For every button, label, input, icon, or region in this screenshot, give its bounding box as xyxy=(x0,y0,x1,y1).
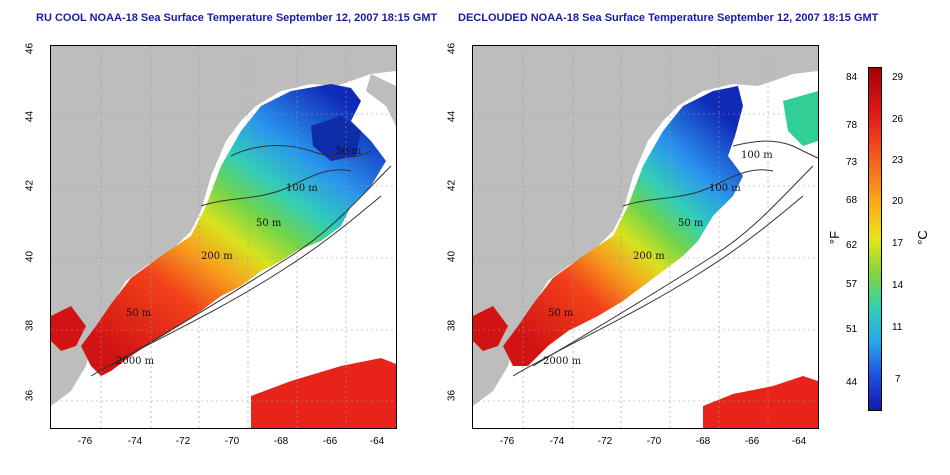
lon-tick: -64 xyxy=(369,436,385,447)
celsius-tick: 20 xyxy=(892,196,904,207)
contour-label: 200 m xyxy=(201,251,233,262)
lon-tick: -70 xyxy=(646,436,662,447)
contour-line xyxy=(110,165,392,367)
lon-tick: -76 xyxy=(499,436,515,447)
contour-line xyxy=(230,145,372,158)
lon-tick: -64 xyxy=(791,436,807,447)
lat-tick: 38 xyxy=(24,319,36,332)
cold-core xyxy=(311,116,361,161)
lon-tick: -66 xyxy=(744,436,760,447)
warm-patch-south xyxy=(251,358,396,428)
celsius-tick: 11 xyxy=(892,322,903,333)
lat-tick: 46 xyxy=(446,42,458,55)
celsius-tick: 26 xyxy=(892,114,904,125)
lat-tick: 40 xyxy=(446,250,458,263)
fahrenheit-tick: 51 xyxy=(846,324,858,335)
contour-label: 50 m xyxy=(678,218,704,229)
contour-line xyxy=(532,165,814,367)
celsius-tick: 7 xyxy=(895,374,901,385)
land-peninsula xyxy=(366,74,396,126)
warm-patch-south xyxy=(703,376,818,428)
grid-lines xyxy=(51,46,396,428)
contour-label: 50 m xyxy=(256,218,282,229)
contour-line xyxy=(732,140,818,159)
fahrenheit-tick: 84 xyxy=(846,72,858,83)
lon-tick: -72 xyxy=(175,436,191,447)
sst-map-raw: 50 m 100 m 50 m 200 m 50 m 2000 m xyxy=(50,45,397,429)
contour-line xyxy=(622,169,774,207)
lon-tick: -66 xyxy=(322,436,338,447)
lon-tick: -68 xyxy=(695,436,711,447)
lon-tick: -74 xyxy=(549,436,565,447)
fahrenheit-unit-label: °F xyxy=(827,230,843,245)
fahrenheit-tick: 73 xyxy=(846,157,858,168)
right-map-title: DECLOUDED NOAA-18 Sea Surface Temperatur… xyxy=(458,12,879,24)
temperature-colorbar xyxy=(868,67,882,411)
lon-tick: -70 xyxy=(224,436,240,447)
sst-map-declouded: 100 m 100 m 50 m 200 m 50 m 2000 m xyxy=(472,45,819,429)
fahrenheit-tick: 44 xyxy=(846,377,858,388)
lat-tick: 38 xyxy=(446,319,458,332)
warm-patch-coast xyxy=(51,306,86,351)
fahrenheit-tick: 68 xyxy=(846,195,858,206)
contour-label: 100 m xyxy=(741,150,773,161)
celsius-unit-label: °C xyxy=(914,230,930,245)
lat-tick: 36 xyxy=(446,389,458,402)
contour-label: 50 m xyxy=(548,308,574,319)
lon-tick: -76 xyxy=(77,436,93,447)
lat-tick: 46 xyxy=(24,42,36,55)
lat-tick: 42 xyxy=(446,179,458,192)
celsius-tick: 14 xyxy=(892,280,904,291)
lat-tick: 44 xyxy=(24,110,36,123)
left-map-title: RU COOL NOAA-18 Sea Surface Temperature … xyxy=(36,12,438,24)
grid-lines xyxy=(473,46,818,428)
contour-label: 50 m xyxy=(126,308,152,319)
contour-line xyxy=(200,169,352,207)
contour-label: 2000 m xyxy=(116,356,155,367)
lat-tick: 36 xyxy=(24,389,36,402)
lon-tick: -74 xyxy=(127,436,143,447)
contour-label: 200 m xyxy=(633,251,665,262)
contour-label: 50 m xyxy=(336,146,362,157)
fahrenheit-tick: 57 xyxy=(846,279,858,290)
fahrenheit-tick: 62 xyxy=(846,240,858,251)
contour-label: 100 m xyxy=(709,183,741,194)
sst-field xyxy=(503,86,743,366)
warm-patch-coast xyxy=(473,306,508,351)
lon-tick: -72 xyxy=(597,436,613,447)
lat-tick: 44 xyxy=(446,110,458,123)
celsius-tick: 29 xyxy=(892,72,904,83)
celsius-tick: 23 xyxy=(892,155,904,166)
lon-tick: -68 xyxy=(273,436,289,447)
contour-label: 100 m xyxy=(286,183,318,194)
fahrenheit-tick: 78 xyxy=(846,120,858,131)
lat-tick: 42 xyxy=(24,179,36,192)
sst-field-east xyxy=(783,91,818,146)
sst-field xyxy=(81,84,386,376)
land-mass xyxy=(51,46,396,406)
celsius-tick: 17 xyxy=(892,238,904,249)
lat-tick: 40 xyxy=(24,250,36,263)
contour-label: 2000 m xyxy=(543,356,582,367)
land-mass xyxy=(473,46,818,406)
